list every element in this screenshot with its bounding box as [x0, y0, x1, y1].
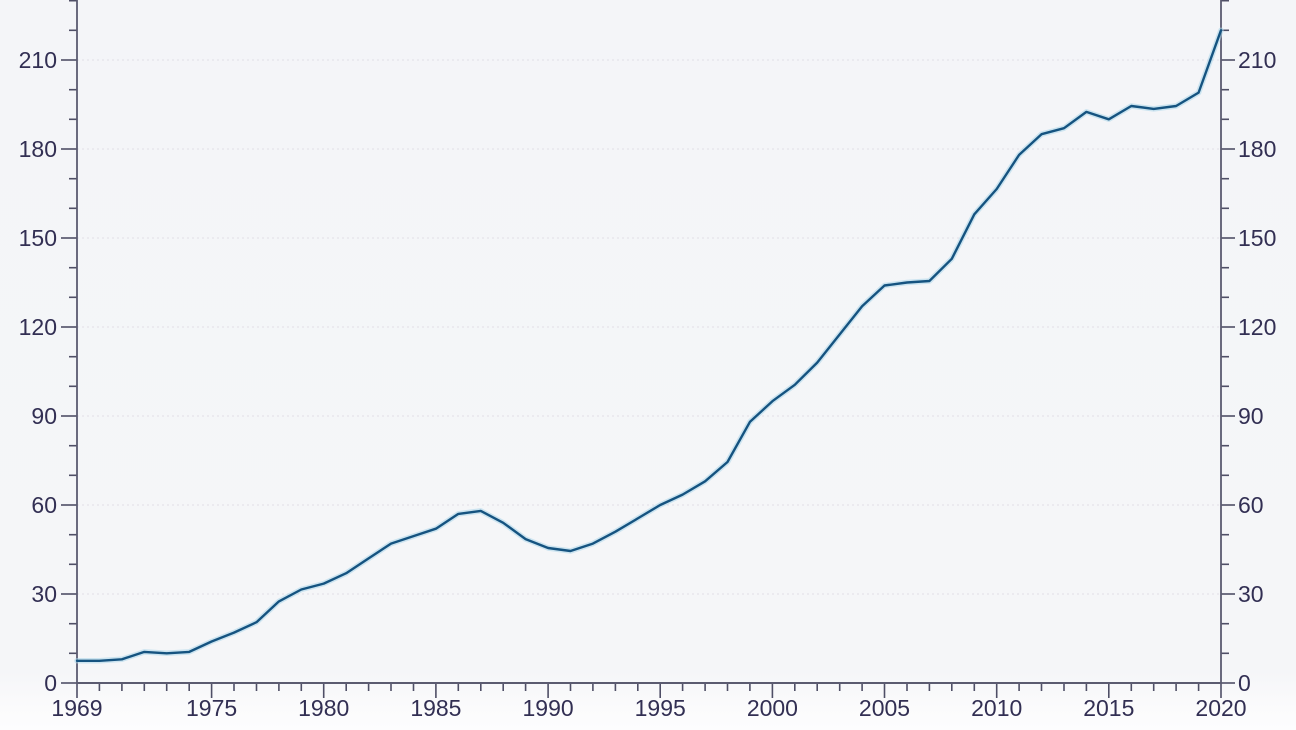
y-axis-label-right: 180 — [1238, 136, 1276, 162]
x-axis-label: 2005 — [859, 695, 910, 721]
x-axis-label: 1990 — [523, 695, 574, 721]
y-axis-label-right: 210 — [1238, 47, 1276, 73]
x-axis-label: 2015 — [1083, 695, 1134, 721]
y-axis-label-left: 150 — [19, 225, 57, 251]
y-axis-label-left: 120 — [19, 314, 57, 340]
y-axis-label-left: 30 — [31, 581, 57, 607]
y-axis-label-left: 90 — [31, 403, 57, 429]
y-axis-label-right: 90 — [1238, 403, 1264, 429]
x-axis-label: 2020 — [1195, 695, 1246, 721]
y-axis-label-right: 0 — [1238, 670, 1251, 696]
x-axis-label: 1975 — [186, 695, 237, 721]
x-axis-label: 2010 — [971, 695, 1022, 721]
x-axis-label: 1995 — [635, 695, 686, 721]
x-axis-label: 2000 — [747, 695, 798, 721]
y-axis-label-left: 210 — [19, 47, 57, 73]
x-axis-label: 1980 — [298, 695, 349, 721]
y-axis-label-left: 0 — [44, 670, 57, 696]
y-axis-label-right: 60 — [1238, 492, 1264, 518]
y-axis-label-right: 120 — [1238, 314, 1276, 340]
y-axis-label-left: 180 — [19, 136, 57, 162]
data-line — [75, 29, 1223, 662]
y-axis-label-left: 60 — [31, 492, 57, 518]
x-axis-label: 1969 — [51, 695, 102, 721]
y-axis-label-right: 150 — [1238, 225, 1276, 251]
data-line-halo — [74, 27, 1224, 664]
x-axis-label: 1985 — [410, 695, 461, 721]
y-axis-label-right: 30 — [1238, 581, 1264, 607]
